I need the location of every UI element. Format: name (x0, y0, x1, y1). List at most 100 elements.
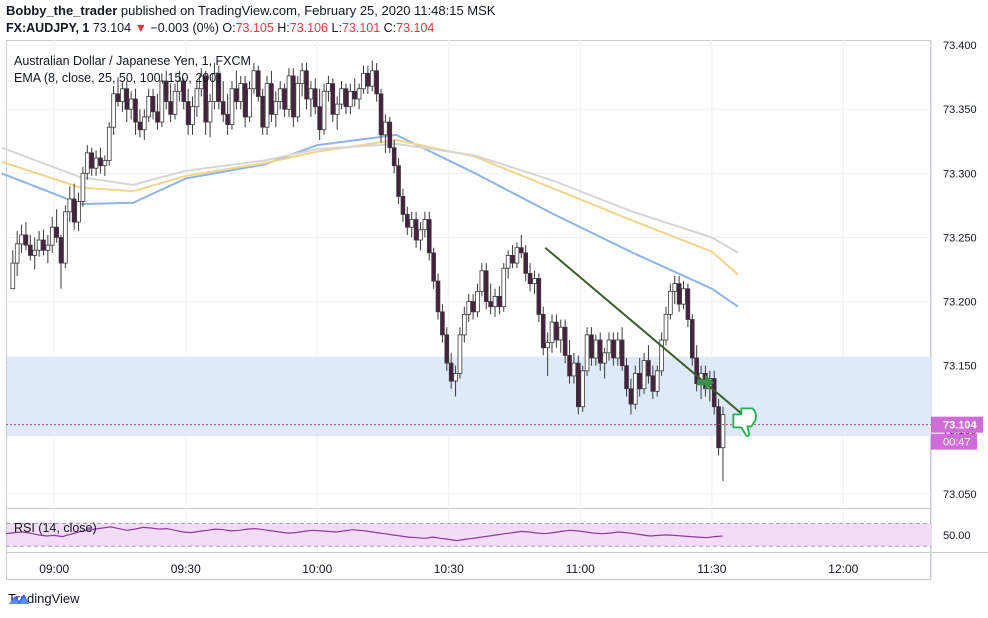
down-arrow-icon: ▼ (134, 21, 147, 35)
trendline (544, 246, 744, 416)
candle-body (291, 75, 296, 118)
candle-body (234, 88, 239, 102)
candle-body (229, 88, 235, 126)
candle-body (632, 372, 638, 405)
candle-body (255, 70, 261, 97)
time-tick-label: 12:00 (828, 562, 858, 576)
candle-body (89, 152, 94, 169)
candle-body (282, 88, 287, 110)
candle-body (277, 88, 283, 102)
price-tick-label: 73.250 (943, 232, 977, 244)
candle-body (611, 339, 616, 359)
candle-body (475, 290, 480, 313)
time-axis[interactable]: 09:00 09:30 10:00 10:30 11:00 11:30 12:00 (39, 562, 858, 576)
ema-gold-line (1, 139, 739, 276)
candle-body (387, 121, 393, 149)
candle-body (457, 334, 463, 374)
candle-body (536, 278, 542, 315)
candle-body (505, 255, 511, 269)
candle-body (405, 213, 410, 228)
thumbs-down-icon (732, 407, 757, 437)
support-zone (7, 356, 931, 437)
rsi-line (5, 526, 723, 542)
candle-body (76, 201, 81, 223)
candle-body (597, 339, 603, 364)
candle-body (348, 90, 353, 108)
candle-body (137, 121, 143, 131)
candle-body (98, 157, 103, 167)
candle-body (269, 83, 274, 115)
price-tick-label: 73.150 (943, 361, 977, 373)
publisher-line: Bobby_the_trader published on TradingVie… (6, 3, 495, 18)
author-name[interactable]: Bobby_the_trader (6, 3, 118, 18)
price-tick-label: 73.300 (943, 168, 977, 180)
candle-body (514, 247, 520, 264)
time-tick-label: 09:00 (39, 562, 69, 576)
candle-body (497, 296, 502, 308)
candle-body (111, 93, 116, 128)
candle-body (391, 147, 397, 167)
candle-body (295, 83, 301, 118)
candle-body (501, 267, 507, 308)
price-tick-label: 73.050 (943, 489, 977, 501)
ema-legend: EMA (8, close, 25, 50, 100, 150, 200) (14, 71, 220, 85)
candle-body (523, 252, 528, 274)
candle-body (409, 219, 415, 228)
candle-body (689, 319, 695, 359)
candle-body (299, 70, 305, 84)
candle-body (339, 88, 344, 105)
time-tick-label: 10:00 (302, 562, 332, 576)
annotations (6, 246, 931, 437)
last-price: 73.104 (92, 21, 132, 35)
time-tick-label: 09:30 (171, 562, 201, 576)
countdown-label: 00:47 (943, 437, 971, 449)
ema-blue-line (1, 133, 739, 308)
candle-body (194, 88, 200, 108)
candle-body (369, 70, 375, 87)
candle-body (479, 270, 485, 292)
candle-body (58, 237, 64, 264)
candle-body (304, 70, 309, 100)
candle-body (685, 288, 691, 320)
candle-body (356, 88, 362, 100)
high-value: 73.106 (289, 21, 329, 35)
tradingview-footer[interactable]: TradingView (8, 591, 80, 606)
candle-body (168, 101, 173, 115)
candle-body (659, 339, 664, 372)
candle-body (413, 219, 419, 241)
candle-body (41, 239, 46, 251)
candle-body (242, 83, 248, 118)
candle-body (676, 283, 682, 305)
candle-body (510, 255, 515, 264)
candle-body (128, 98, 134, 110)
candle-body (435, 280, 441, 313)
low-label: L: (331, 21, 342, 35)
candle-body (619, 339, 625, 367)
current-price-label: 73.104 (943, 420, 978, 432)
candle-body (36, 239, 42, 251)
candle-body (352, 90, 358, 100)
candle-body (694, 357, 699, 385)
ema-lines (1, 133, 739, 308)
candle-body (361, 72, 366, 90)
candle-body (308, 88, 314, 100)
symbol: FX:AUDJPY, 1 (6, 21, 90, 35)
ema-gray-line (1, 142, 739, 254)
price-axis[interactable]: 73.400 73.350 73.300 73.250 73.200 73.150 73.1… (931, 40, 983, 542)
candle-body (54, 226, 59, 238)
candle-body (155, 111, 160, 123)
candle-body (63, 211, 68, 264)
candle-body (133, 98, 138, 123)
candle-body (177, 80, 182, 92)
rsi-tick-label: 50.00 (943, 530, 971, 542)
price-tick-label: 73.400 (943, 40, 977, 52)
candle-body (418, 229, 423, 241)
candle-body (576, 362, 581, 408)
candle-body (527, 272, 533, 285)
candle-body (198, 75, 204, 90)
close-label: C: (383, 21, 397, 35)
countdown-tag (931, 433, 977, 450)
candle-body (220, 101, 226, 115)
rsi-band (7, 523, 931, 547)
